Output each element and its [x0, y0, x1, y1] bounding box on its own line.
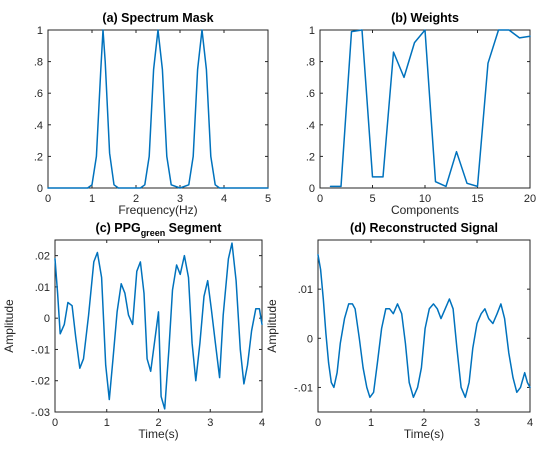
x-axis-label: Time(s)	[138, 427, 178, 441]
x-tick-label: 10	[419, 193, 431, 205]
x-tick-label: 1	[368, 417, 374, 429]
series-line	[54, 242, 263, 410]
series-line	[47, 29, 269, 189]
panel-title: (c) PPGgreen Segment	[96, 221, 223, 238]
axes-box	[47, 29, 269, 189]
panel-1: 0 5 10 15 20 0 .2 .4 .6 .8 1 (b) Weights Components	[306, 11, 536, 217]
x-axis-label: Components	[391, 203, 459, 217]
series-line	[317, 253, 531, 399]
x-tick-label: 0	[317, 193, 323, 205]
y-tick-label: .02	[35, 251, 50, 263]
y-tick-label: -.01	[31, 344, 50, 356]
y-tick-label: .2	[34, 151, 43, 163]
y-tick-label: .6	[306, 88, 315, 100]
y-tick-label: -.03	[31, 407, 50, 419]
y-tick-label: 0	[44, 313, 50, 325]
x-tick-label: 3	[207, 417, 213, 429]
y-tick-label: .6	[34, 88, 43, 100]
x-tick-label: 3	[177, 193, 183, 205]
panel-2: 0 1 2 3 4 -.03 -.02 -.01 0 .01 .02 (c) PPGgreen Seg…	[2, 221, 265, 441]
panel-3: 0 1 2 3 4 -.01 0 .01 (d) Reconstructed Signal Tim…	[265, 221, 533, 441]
y-axis-label: Amplitude	[265, 299, 279, 353]
y-axis-label: Amplitude	[2, 299, 16, 353]
x-tick-label: 4	[527, 417, 533, 429]
x-tick-label: 5	[265, 193, 271, 205]
x-tick-label: 2	[421, 417, 427, 429]
y-tick-label: .2	[306, 151, 315, 163]
axes-box	[319, 29, 531, 189]
y-tick-label: 0	[37, 183, 43, 195]
y-tick-label: 0	[309, 183, 315, 195]
y-tick-label: .8	[34, 57, 43, 69]
x-tick-label: 2	[133, 193, 139, 205]
x-tick-label: 20	[524, 193, 536, 205]
x-tick-label: 0	[315, 417, 321, 429]
panel-title: (d) Reconstructed Signal	[350, 221, 498, 235]
x-tick-label: 0	[45, 193, 51, 205]
y-tick-label: 1	[37, 25, 43, 37]
y-tick-label: -.01	[294, 382, 313, 394]
x-tick-label: 5	[369, 193, 375, 205]
y-tick-label: .01	[35, 282, 50, 294]
y-tick-label: 0	[307, 333, 313, 345]
panel-0: 0 1 2 3 4 5 0 .2 .4 .6 .8 1 (a) Spectrum Mask Frequen…	[34, 11, 271, 217]
x-tick-label: 3	[474, 417, 480, 429]
x-tick-label: 15	[471, 193, 483, 205]
y-tick-label: -.02	[31, 376, 50, 388]
y-tick-label: .4	[34, 120, 43, 132]
x-tick-label: 0	[52, 417, 58, 429]
y-tick-label: .8	[306, 57, 315, 69]
x-tick-label: 1	[104, 417, 110, 429]
x-axis-label: Frequency(Hz)	[118, 203, 197, 217]
axes-box	[317, 239, 531, 413]
x-tick-label: 2	[155, 417, 161, 429]
x-tick-label: 4	[259, 417, 265, 429]
x-tick-label: 1	[89, 193, 95, 205]
y-tick-label: .4	[306, 120, 315, 132]
y-tick-label: .01	[298, 284, 313, 296]
panel-title: (b) Weights	[391, 11, 459, 25]
x-axis-label: Time(s)	[404, 427, 444, 441]
panel-title: (a) Spectrum Mask	[102, 11, 213, 25]
series-line	[329, 29, 531, 188]
y-tick-label: 1	[309, 25, 315, 37]
x-tick-label: 4	[221, 193, 227, 205]
